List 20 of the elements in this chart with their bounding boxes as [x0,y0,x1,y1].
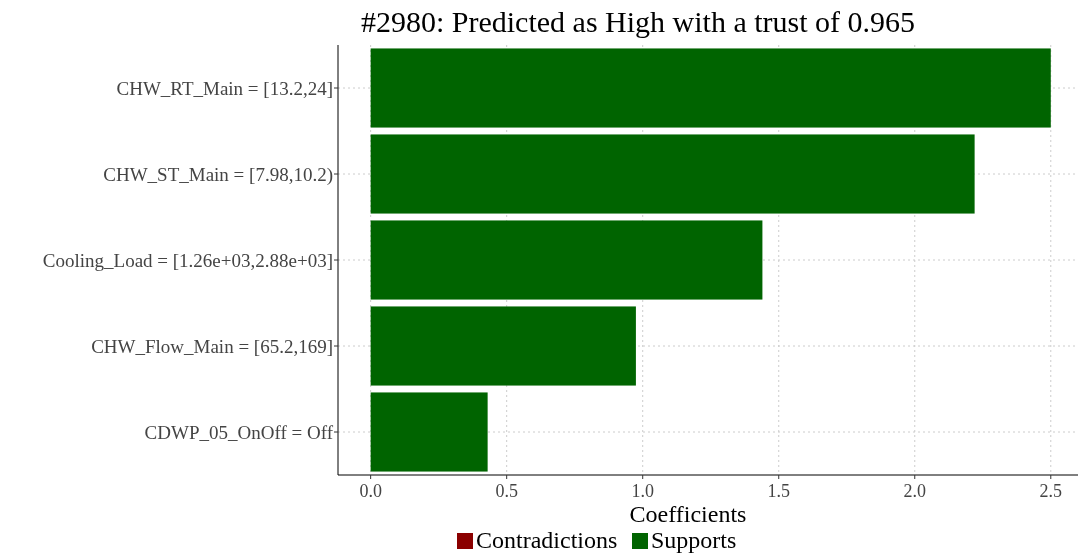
x-tick-label: 1.0 [631,481,654,501]
bar [370,220,763,300]
x-axis-title: Coefficients [629,501,747,527]
y-tick-label: Cooling_Load = [1.26e+03,2.88e+03] [42,249,333,271]
bar [370,48,1051,128]
bar [370,392,488,472]
y-tick-label: CHW_RT_Main = [13.2,24] [116,77,333,99]
legend-label: Contradictions [476,527,618,553]
x-tick-label: 2.0 [903,481,927,501]
bar [370,134,975,214]
bar [370,306,636,386]
x-tick-label: 0.5 [495,481,518,501]
legend-label: Supports [651,527,737,553]
x-tick-label: 0.0 [359,481,382,501]
y-tick-label: CHW_ST_Main = [7.98,10.2) [103,163,333,186]
x-tick-label: 1.5 [767,481,790,501]
y-tick-label: CHW_Flow_Main = [65.2,169] [91,335,333,357]
chart-title: #2980: Predicted as High with a trust of 0.965 [360,5,916,38]
y-tick-label: CDWP_05_OnOff = Off [144,421,334,443]
x-tick-label: 2.5 [1039,481,1063,501]
